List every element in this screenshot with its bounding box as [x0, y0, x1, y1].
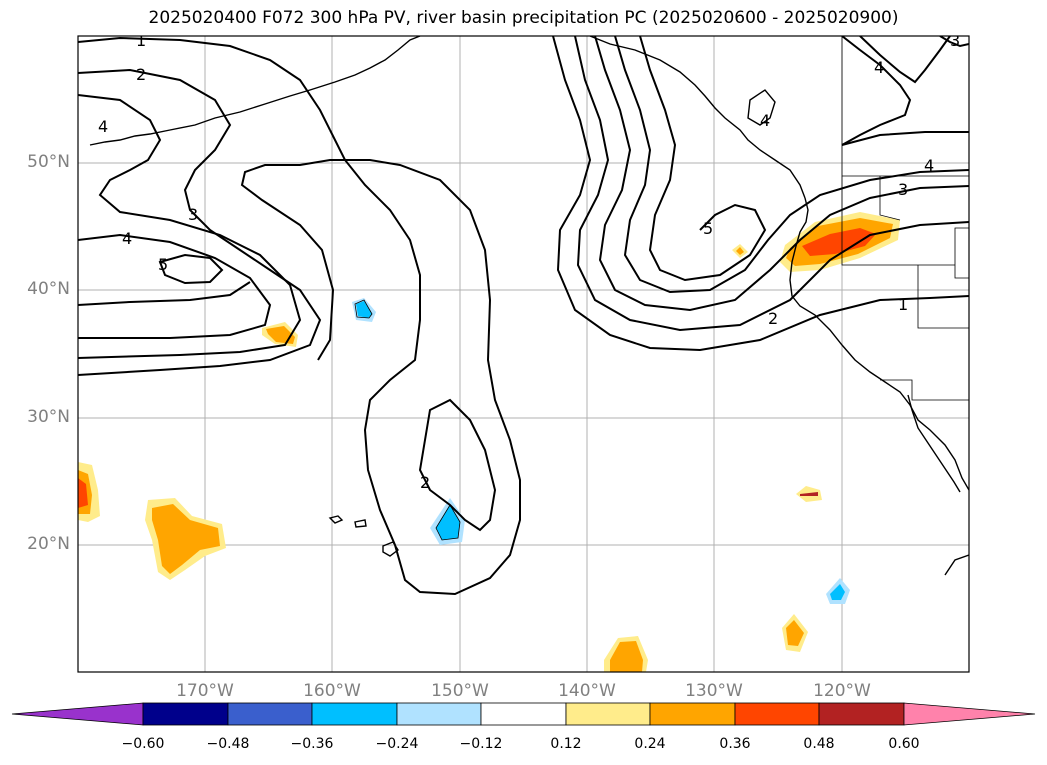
contour-label: 4	[874, 58, 884, 77]
colorbar-tick-label: −0.48	[206, 736, 250, 752]
pv-contour-4-west	[78, 233, 272, 339]
lon-label: 170°W	[176, 681, 234, 701]
contour-label: 3	[898, 180, 908, 199]
pv-contour-5-west	[158, 253, 224, 285]
pv-contour-ridge-4	[614, 36, 969, 294]
map-title: 2025020400 F072 300 hPa PV, river basin …	[148, 8, 899, 28]
colorbar-tick-label: 0.60	[888, 736, 920, 752]
lat-label: 30°N	[27, 407, 70, 427]
colorbar-tick-label: −0.60	[121, 736, 165, 752]
pv-contour-1-west	[78, 36, 331, 131]
contour-label: 2	[768, 309, 778, 328]
map-plot-area: 1 2 4 3 4 5 2 5 4 4 3 4 2 1 3	[78, 31, 969, 672]
colorbar-tick-label: −0.12	[459, 736, 503, 752]
contour-label: 3	[188, 205, 198, 224]
contour-label: 1	[136, 31, 146, 50]
lon-label: 130°W	[685, 681, 743, 701]
pv-contour-2-west	[78, 68, 322, 376]
lon-label: 140°W	[558, 681, 616, 701]
pv-contour-labels: 1 2 4 3 4 5 2 5 4 4 3 4 2 1 3	[98, 31, 960, 492]
colorbar-extend-low	[11, 702, 144, 726]
pv-contour-2-low	[418, 398, 497, 532]
contour-label: 4	[122, 229, 132, 248]
pv-contour-central-trough	[240, 129, 521, 596]
colorbar-tick-label: −0.36	[290, 736, 334, 752]
pv-contours	[78, 36, 969, 596]
contour-label: 4	[924, 156, 934, 175]
coastlines	[89, 36, 969, 576]
lat-label: 40°N	[27, 279, 70, 299]
pv-contour-ridge-5	[639, 36, 767, 282]
pv-contour-ridge-3	[594, 36, 969, 312]
colorbar-tick-label: 0.36	[719, 736, 751, 752]
contour-label: 5	[703, 219, 713, 238]
map-frame	[77, 35, 970, 673]
contour-label: 4	[98, 117, 108, 136]
colorbar-tick-label: 0.48	[803, 736, 835, 752]
contour-label: 1	[898, 295, 908, 314]
pv-contour-3-west	[78, 94, 302, 359]
lon-label: 120°W	[813, 681, 871, 701]
contour-label: 2	[136, 65, 146, 84]
pv-contour-ridge-2	[574, 36, 969, 332]
lat-label: 50°N	[27, 152, 70, 172]
colorbar-tick-label: −0.24	[375, 736, 419, 752]
precip-shading	[78, 212, 900, 672]
colorbar-extend-high	[903, 702, 1036, 726]
contour-label: 5	[158, 255, 168, 274]
lon-label: 150°W	[431, 681, 489, 701]
contour-label: 4	[760, 111, 770, 130]
contour-label: 3	[950, 31, 960, 50]
lon-label: 160°W	[303, 681, 361, 701]
pv-contour-ridge-1	[552, 36, 969, 352]
colorbar-tick-label: 0.24	[634, 736, 666, 752]
contour-label: 2	[420, 473, 430, 492]
colorbar-tick-label: 0.12	[550, 736, 582, 752]
colorbar	[11, 702, 1036, 726]
lat-label: 20°N	[27, 534, 70, 554]
